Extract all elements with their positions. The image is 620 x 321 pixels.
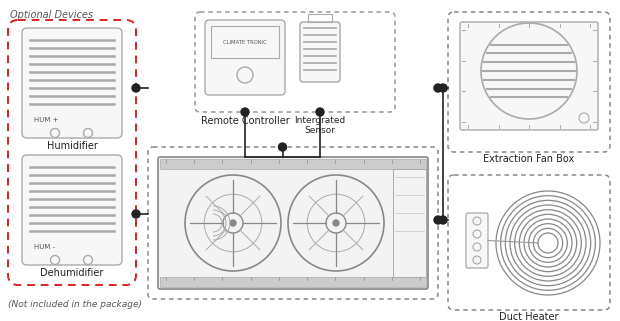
Bar xyxy=(211,26,279,58)
FancyBboxPatch shape xyxy=(22,155,122,265)
FancyBboxPatch shape xyxy=(466,213,488,268)
Text: Intergrated
Sensor: Intergrated Sensor xyxy=(294,116,345,135)
Circle shape xyxy=(439,84,447,92)
Circle shape xyxy=(230,220,236,226)
Text: (Not included in the package): (Not included in the package) xyxy=(8,300,142,309)
Text: HUM -: HUM - xyxy=(34,244,55,250)
FancyBboxPatch shape xyxy=(22,28,122,138)
Circle shape xyxy=(241,108,249,116)
Circle shape xyxy=(434,216,442,224)
Text: Extraction Fan Box: Extraction Fan Box xyxy=(484,154,575,164)
Bar xyxy=(160,277,426,287)
Text: Duct Heater: Duct Heater xyxy=(499,312,559,321)
Text: CLIMATE TRONIC: CLIMATE TRONIC xyxy=(223,39,267,45)
Text: Humidifier: Humidifier xyxy=(46,141,97,151)
Text: Dehumidifier: Dehumidifier xyxy=(40,268,104,278)
FancyBboxPatch shape xyxy=(158,157,428,289)
Circle shape xyxy=(278,143,286,151)
Text: Optional Devices: Optional Devices xyxy=(11,10,94,20)
Circle shape xyxy=(316,108,324,116)
Text: Remote Controller: Remote Controller xyxy=(201,116,290,126)
FancyBboxPatch shape xyxy=(300,22,340,82)
Circle shape xyxy=(439,216,447,224)
Circle shape xyxy=(132,84,140,92)
Text: HUM +: HUM + xyxy=(34,117,58,123)
Circle shape xyxy=(434,84,442,92)
Bar xyxy=(160,159,426,169)
FancyBboxPatch shape xyxy=(460,22,598,130)
FancyBboxPatch shape xyxy=(205,20,285,95)
Bar xyxy=(393,169,426,277)
Circle shape xyxy=(132,210,140,218)
Circle shape xyxy=(333,220,339,226)
Bar xyxy=(308,14,332,22)
